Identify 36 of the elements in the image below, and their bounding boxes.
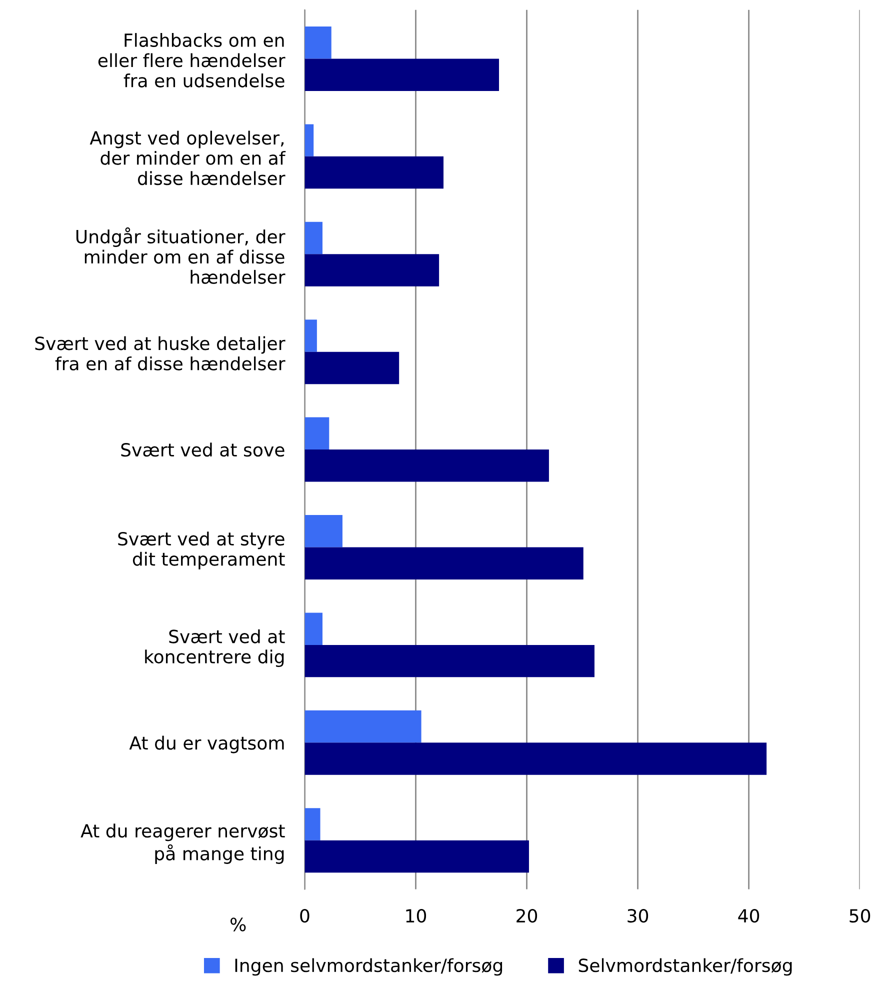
bar (304, 644, 594, 678)
bar (304, 742, 767, 775)
y-tick-label: Svært ved at huske detaljer fra en af disse hændelser (35, 336, 286, 370)
bar (304, 808, 320, 840)
bar (304, 156, 444, 189)
bar (304, 222, 322, 254)
y-tick-label: Undgår situationer, der minder om en af disse hændelser (76, 227, 286, 284)
y-tick-label: At du reagerer nervøst på mange ting (80, 824, 285, 864)
x-tick-label: 10 (406, 908, 426, 923)
y-tick-label: Svært ved at koncentrere dig (145, 629, 285, 668)
y-tick-label: Angst ved oplevelser, der minder om en af disse hændelser (90, 130, 286, 186)
bar (304, 124, 314, 156)
legend-label: Ingen selvmordstanker/forsøg (235, 958, 502, 976)
bar (304, 320, 317, 352)
bar (304, 450, 549, 482)
bar (304, 58, 500, 91)
bar (304, 352, 400, 384)
x-tick-label: 40 (738, 908, 760, 923)
y-tick-label: At du er vagtsom (129, 736, 284, 754)
x-tick-label: 50 (850, 908, 870, 923)
x-tick-label: 0 (300, 908, 310, 923)
bar (304, 612, 322, 645)
legend-label: Selvmordstanker/forsøg (578, 958, 792, 976)
y-tick-label: Flashbacks om en eller flere hændelser fra en udsendelse (98, 33, 286, 88)
bar (304, 417, 330, 450)
bar (304, 710, 422, 743)
bar (304, 840, 529, 873)
x-tick-label: 30 (628, 908, 648, 923)
x-tick-label: 20 (516, 908, 538, 923)
bar (304, 547, 584, 580)
y-tick-label: Svært ved at styre dit temperament (118, 532, 285, 570)
x-axis-title: % (230, 918, 246, 932)
bar (304, 26, 332, 59)
bar (304, 515, 342, 548)
y-tick-label: Svært ved at sove (121, 442, 284, 457)
bar (304, 254, 440, 286)
